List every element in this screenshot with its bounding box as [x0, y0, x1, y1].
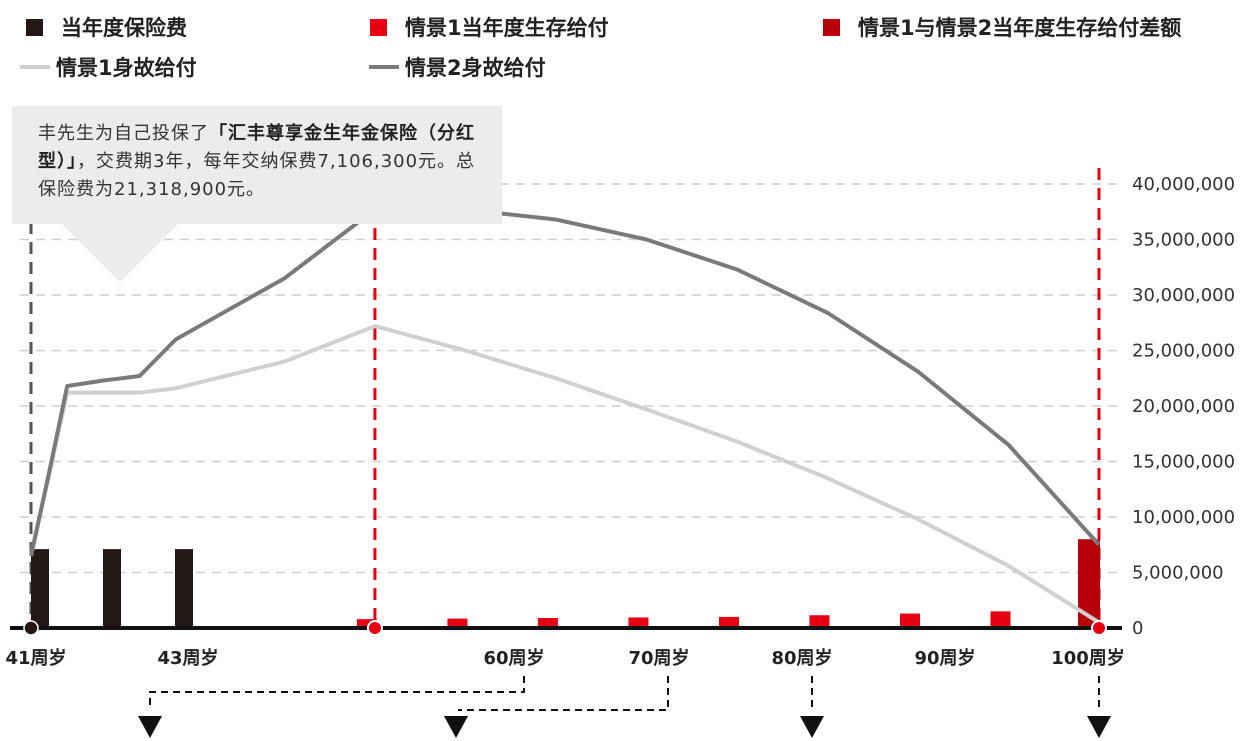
down-arrow-icon — [1087, 716, 1111, 738]
s1-survival-bar — [447, 618, 468, 628]
legend-label-premium: 当年度保险费 — [61, 16, 187, 40]
legend-label-diff: 情景1与情景2当年度生存给付差额 — [858, 16, 1182, 40]
callout-product: 「汇丰尊享金生年金保险（分红型）」 — [38, 123, 475, 172]
callout-prefix: 丰先生为自己投保了 — [38, 123, 209, 144]
down-arrow-icon — [800, 716, 824, 738]
s1-survival-bar — [628, 617, 649, 628]
y-tick-label: 40,000,000 — [1132, 174, 1235, 195]
age100-marker — [1091, 620, 1107, 636]
y-tick-label: 15,000,000 — [1132, 452, 1235, 473]
s1-survival-bar — [899, 613, 920, 628]
x-tick-label: 41周岁 — [5, 647, 66, 669]
x-tick-label: 60周岁 — [483, 647, 544, 669]
x-tick-label: 43周岁 — [157, 647, 218, 669]
legend-label-s1-death: 情景1身故给付 — [56, 56, 197, 80]
s1-death-line — [29, 324, 1101, 625]
s1-survival-bar — [990, 611, 1011, 628]
y-tick-label: 5,000,000 — [1132, 563, 1224, 584]
s1-survival-bar — [537, 618, 558, 628]
age41-marker — [23, 620, 39, 636]
legend-item-s2-death: 情景2身故给付 — [369, 52, 546, 82]
callout-pointer — [62, 224, 178, 282]
x-tick-label: 100周岁 — [1051, 647, 1125, 669]
legend-item-premium: 当年度保险费 — [26, 12, 187, 42]
callout-text: 丰先生为自己投保了「汇丰尊享金生年金保险（分红型）」，交费期3年，每年交纳保费7… — [38, 120, 492, 204]
s2-death-swatch — [369, 65, 399, 69]
y-tick-label: 10,000,000 — [1132, 507, 1235, 528]
legend-item-s1-death: 情景1身故给付 — [20, 52, 197, 82]
legend-item-s1-survival: 情景1当年度生存给付 — [370, 12, 609, 42]
connector-60-to-arrow1 — [149, 676, 525, 706]
x-tick-label: 80周岁 — [771, 647, 832, 669]
premium-bar — [175, 549, 193, 628]
callout-suffix: ，交费期3年，每年交纳保费7,106,300元。总保险费为21,318,900元… — [38, 151, 476, 200]
y-tick-label: 25,000,000 — [1132, 341, 1235, 362]
premium-bar — [31, 549, 49, 628]
diff-bar — [1078, 539, 1100, 628]
legend: 当年度保险费 情景1当年度生存给付 情景1与情景2当年度生存给付差额 情景1身故… — [0, 0, 1252, 90]
callout-box: 丰先生为自己投保了「汇丰尊享金生年金保险（分红型）」，交费期3年，每年交纳保费7… — [12, 106, 502, 224]
age60-marker — [366, 620, 383, 636]
x-tick-label: 70周岁 — [628, 647, 689, 669]
y-tick-label: 30,000,000 — [1132, 285, 1235, 306]
down-arrow-icon — [444, 716, 468, 738]
x-tick-label: 90周岁 — [914, 647, 975, 669]
y-tick-label: 0 — [1132, 618, 1143, 639]
s1-survival-bar — [356, 619, 377, 628]
s1-survival-swatch — [370, 18, 387, 36]
y-tick-label: 35,000,000 — [1132, 230, 1235, 251]
s1-survival-bar — [809, 615, 830, 628]
s1-death-swatch — [20, 65, 50, 69]
y-tick-label: 20,000,000 — [1132, 396, 1235, 417]
legend-label-s2-death: 情景2身故给付 — [405, 56, 546, 80]
premium-swatch — [26, 18, 43, 36]
down-arrow-icon — [138, 716, 162, 738]
s1-survival-bar — [718, 616, 739, 628]
connector-70-to-arrow2 — [458, 676, 669, 711]
legend-label-s1-survival: 情景1当年度生存给付 — [405, 16, 609, 40]
legend-item-diff: 情景1与情景2当年度生存给付差额 — [823, 12, 1181, 42]
diff-swatch — [823, 18, 840, 36]
premium-bar — [103, 549, 121, 628]
